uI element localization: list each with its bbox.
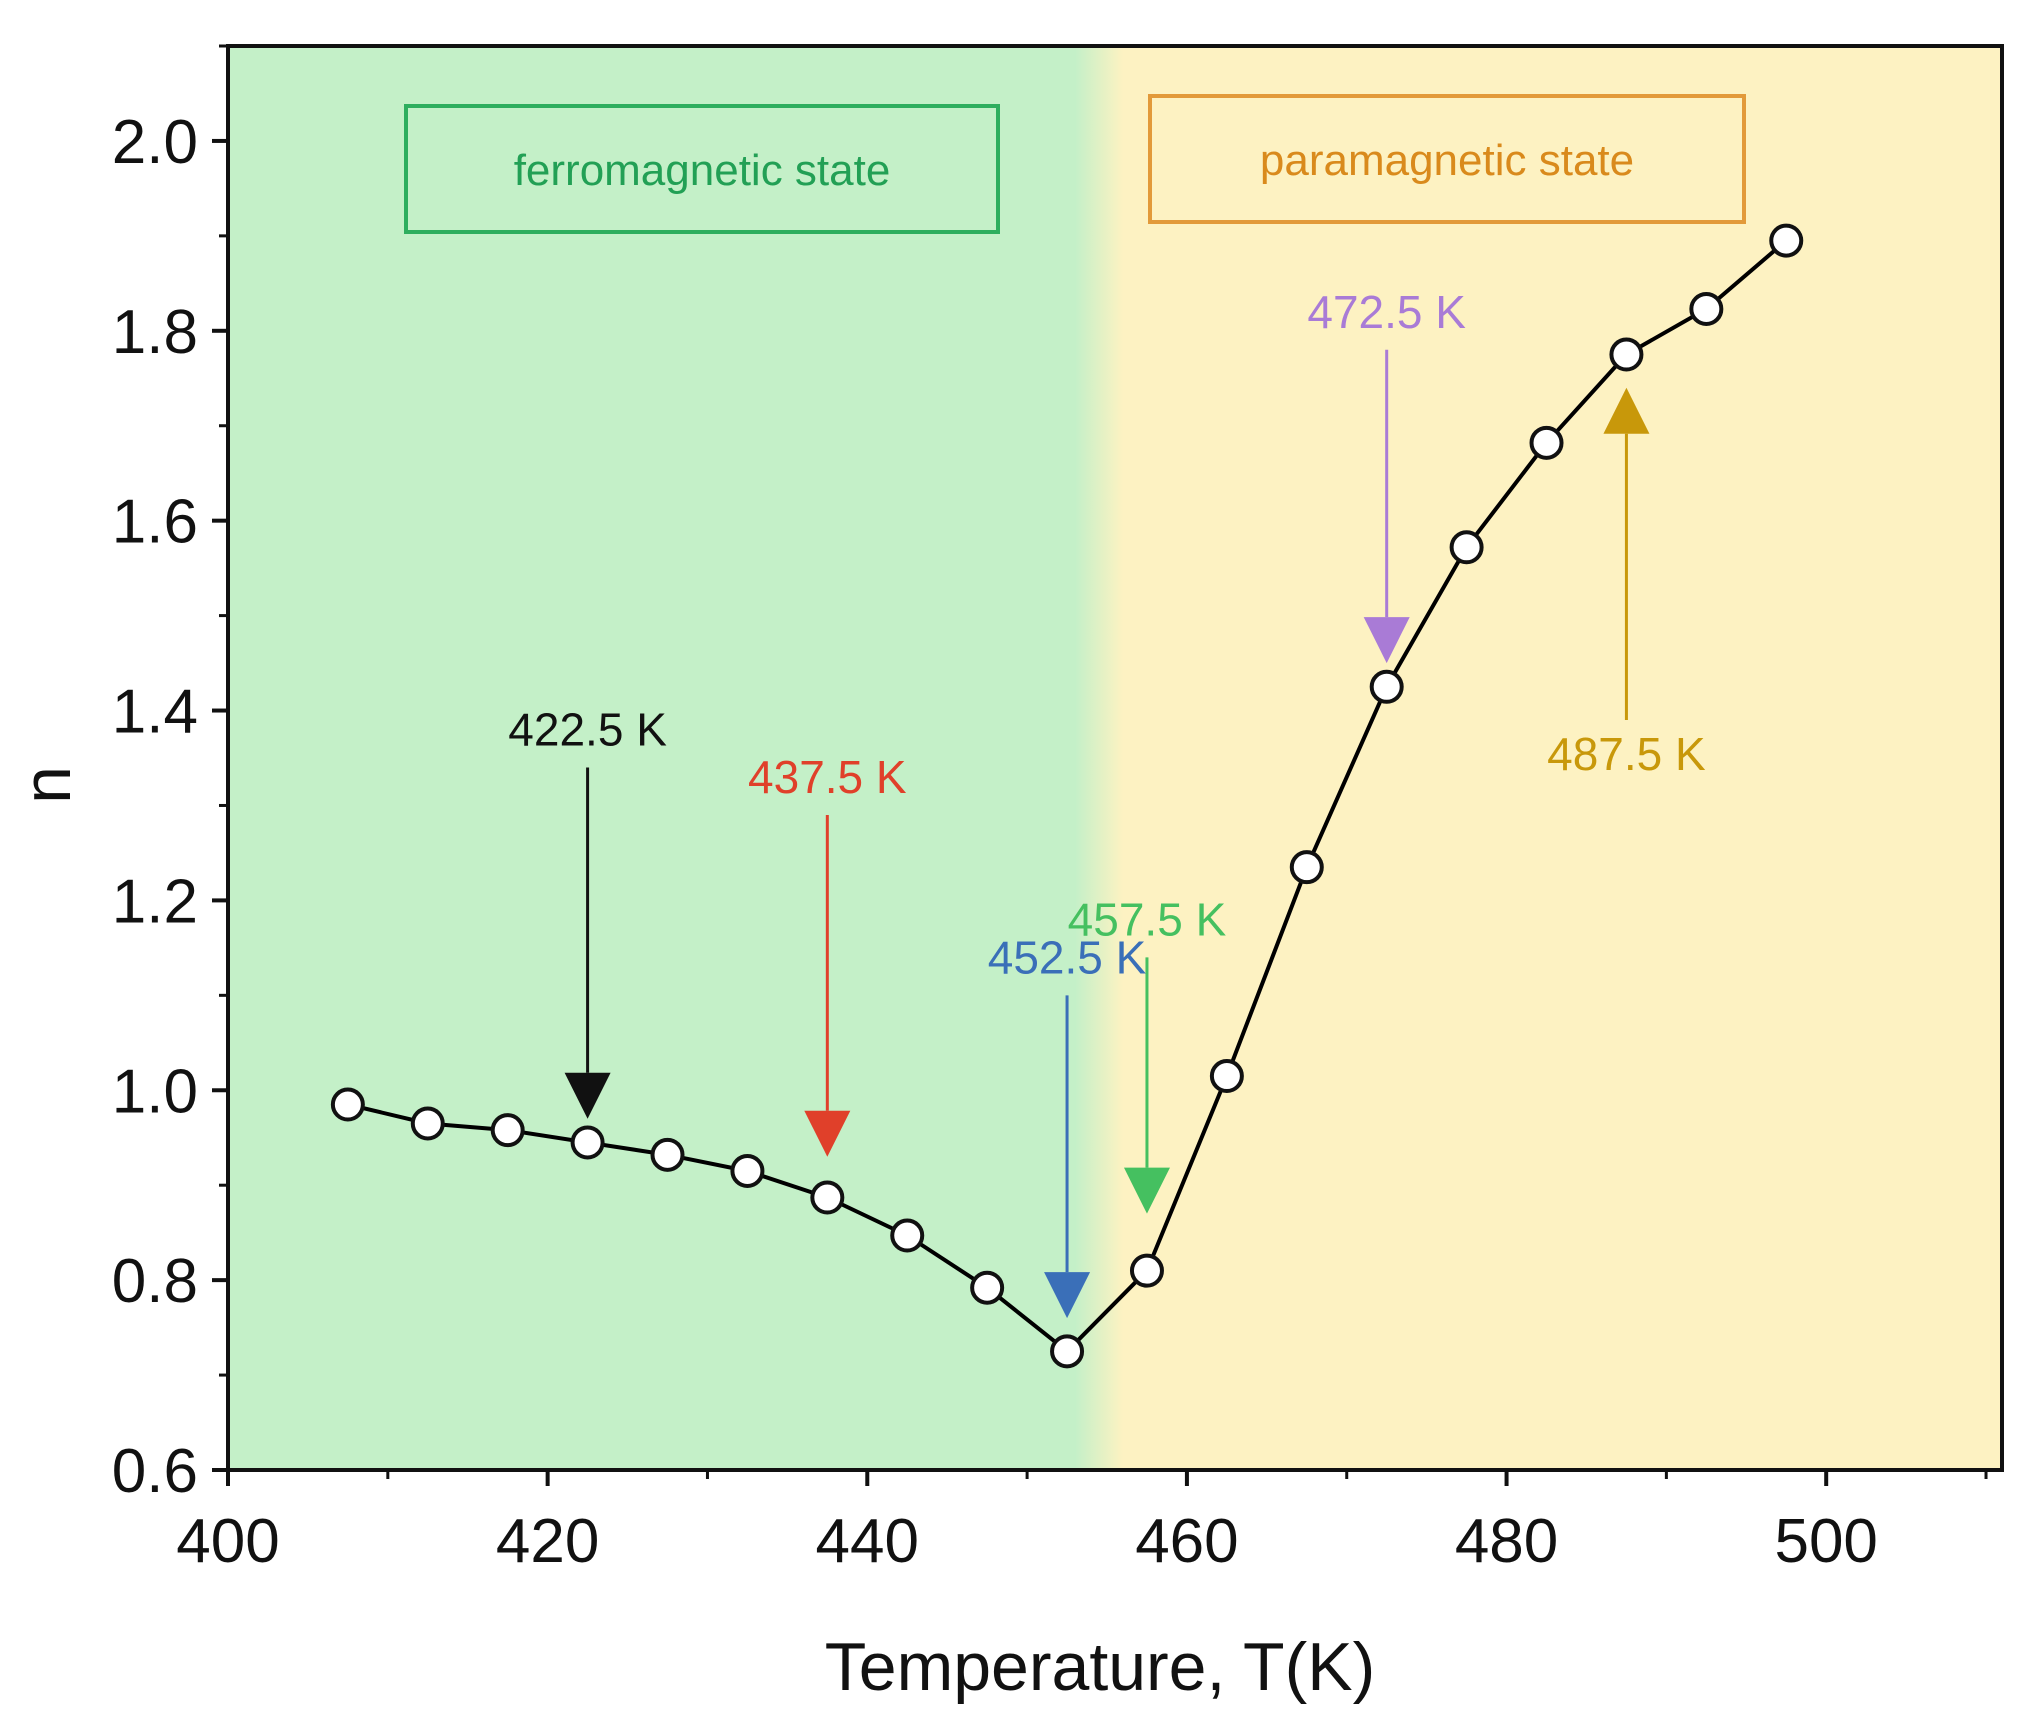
annotation-label: 472.5 K: [1307, 286, 1466, 338]
series-points: [330, 223, 1804, 1369]
y-tick-label: 1.2: [112, 867, 198, 936]
ferromagnetic-state-label: ferromagnetic state: [514, 146, 891, 195]
axes: 400 420 440 460 480 500 0.6 0.8 1.0 1.2 1.4 1.6 1.8 2…: [112, 44, 1988, 1576]
annotation-arrow-head: [1044, 1272, 1091, 1319]
data-point: [490, 1113, 525, 1148]
data-point: [410, 1106, 445, 1141]
x-tick-label: 460: [1135, 1507, 1238, 1576]
x-tick-label: 420: [496, 1507, 599, 1576]
data-point: [1050, 1334, 1085, 1369]
data-point: [730, 1153, 765, 1188]
paramagnetic-state-label: paramagnetic state: [1260, 136, 1634, 185]
y-tick-label: 2.0: [112, 108, 198, 177]
annotation-label: 422.5 K: [508, 703, 667, 755]
x-tick-label: 400: [176, 1507, 279, 1576]
data-point: [1769, 223, 1804, 258]
data-point: [1289, 850, 1324, 885]
annotation-arrow-head: [1603, 387, 1650, 434]
annotation-label: 457.5 K: [1068, 893, 1227, 945]
data-point: [650, 1137, 685, 1172]
x-tick-label: 440: [816, 1507, 919, 1576]
x-tick-label: 480: [1455, 1507, 1558, 1576]
annotation-label: 452.5 K: [988, 931, 1147, 983]
annotation-label: 437.5 K: [748, 751, 907, 803]
data-point: [1369, 669, 1404, 704]
data-point: [1209, 1059, 1244, 1094]
annotation-label: 487.5 K: [1547, 728, 1706, 780]
y-tick-label: 1.6: [112, 488, 198, 557]
data-point: [1529, 425, 1564, 460]
data-point: [1689, 291, 1724, 326]
annotation-arrow-head: [564, 1072, 611, 1119]
data-point: [810, 1180, 845, 1215]
region-boxes: ferromagnetic state paramagnetic state: [404, 94, 1746, 234]
paramagnetic-state-box: [1148, 94, 1746, 224]
data-point: [1609, 337, 1644, 372]
data-point: [890, 1218, 925, 1253]
data-point: [1129, 1253, 1164, 1288]
x-tick-label: 500: [1774, 1507, 1877, 1576]
y-tick-label: 0.6: [112, 1437, 198, 1506]
plot-frame: [226, 44, 2004, 1472]
x-axis-title: Temperature, T(K): [825, 1629, 1375, 1705]
data-point: [330, 1087, 365, 1122]
annotation-arrow-head: [804, 1110, 851, 1157]
data-point: [1449, 530, 1484, 565]
y-axis-title: n: [9, 766, 85, 804]
ferromagnetic-state-box: [404, 104, 1000, 234]
data-point: [970, 1270, 1005, 1305]
y-tick-label: 1.8: [112, 298, 198, 367]
y-tick-label: 1.0: [112, 1057, 198, 1126]
annotation-arrow-head: [1363, 617, 1410, 664]
data-point: [570, 1125, 605, 1160]
y-tick-label: 1.4: [112, 678, 198, 747]
annotation-arrow-head: [1123, 1167, 1170, 1214]
y-tick-label: 0.8: [112, 1247, 198, 1316]
plot-background: [228, 46, 2002, 1470]
